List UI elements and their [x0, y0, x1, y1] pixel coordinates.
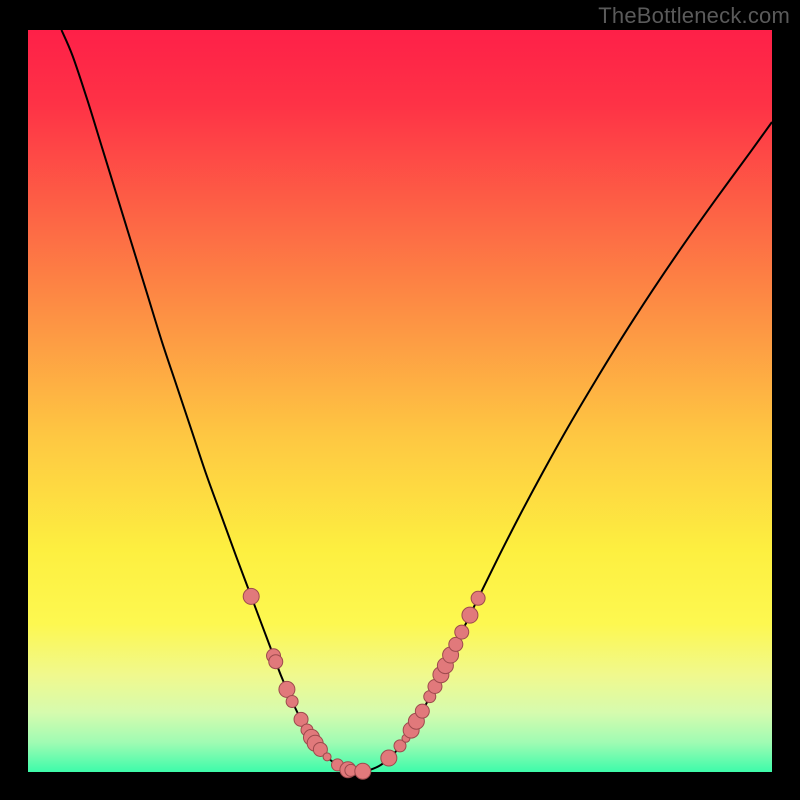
bead-marker: [471, 591, 485, 605]
bead-marker: [415, 704, 429, 718]
bead-marker: [381, 750, 397, 766]
bottleneck-chart: [0, 0, 800, 800]
bead-marker: [286, 696, 298, 708]
bead-marker: [462, 607, 478, 623]
bead-marker: [355, 763, 371, 779]
plot-area: [28, 30, 772, 772]
bead-marker: [243, 588, 259, 604]
bead-marker: [269, 655, 283, 669]
bead-marker: [279, 681, 295, 697]
watermark-text: TheBottleneck.com: [598, 3, 790, 29]
chart-container: TheBottleneck.com: [0, 0, 800, 800]
bead-marker: [455, 625, 469, 639]
bead-marker: [323, 753, 331, 761]
